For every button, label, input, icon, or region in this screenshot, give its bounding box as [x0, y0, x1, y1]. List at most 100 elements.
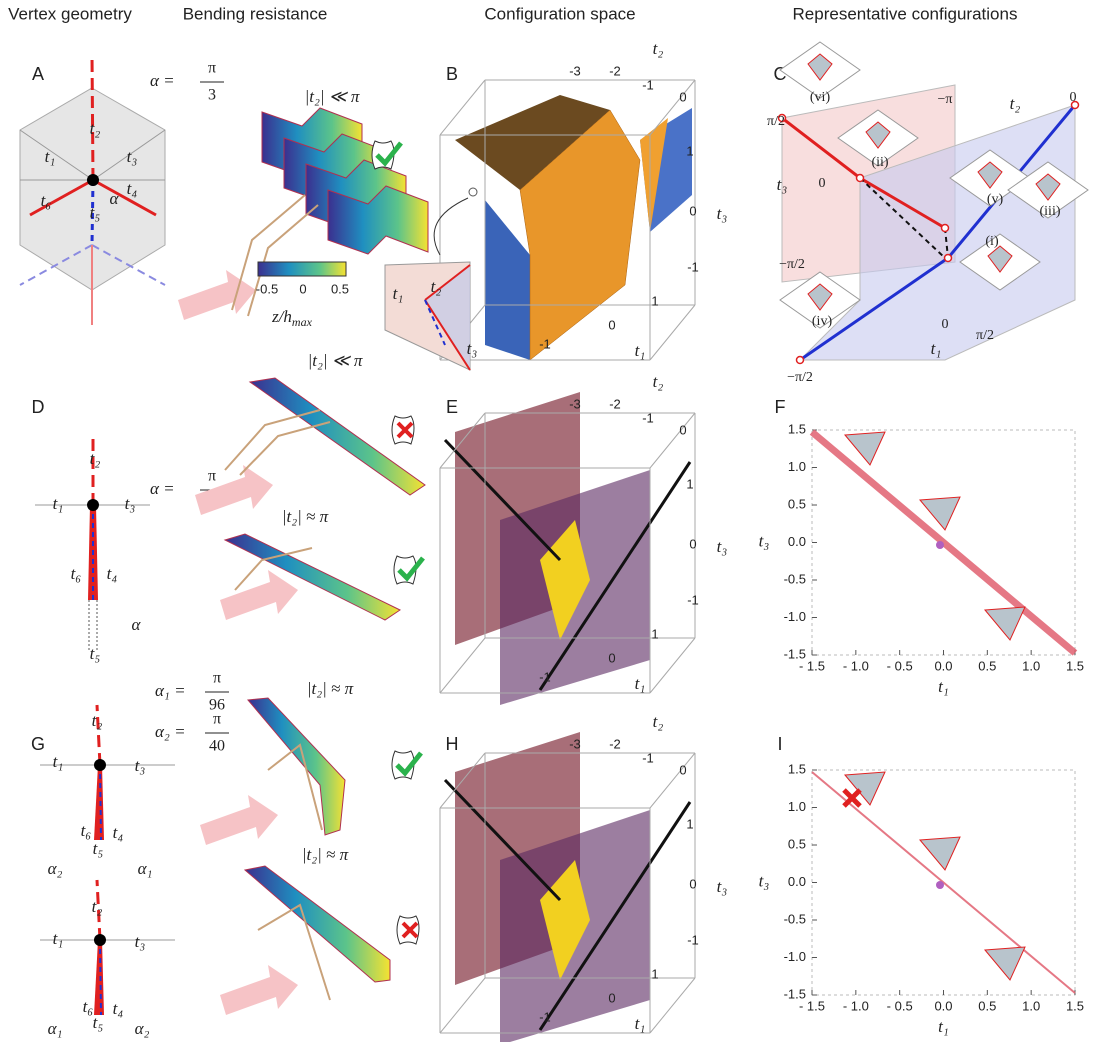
axis-label: π/2	[976, 328, 994, 343]
axis-label: t₃	[717, 877, 728, 896]
axis-label: 0	[942, 317, 949, 332]
y-tick-label: -0.5	[784, 911, 806, 926]
pink-arrow	[178, 270, 256, 320]
label: t₃	[135, 932, 146, 951]
x-tick-label: 0.5	[978, 998, 996, 1013]
config-icon	[985, 607, 1025, 640]
label: α₁	[48, 1019, 63, 1038]
axis-tick: -3	[569, 396, 581, 411]
config-label: (iv)	[812, 314, 833, 329]
y-tick-label: 0.0	[788, 534, 806, 549]
axis-tick: -2	[609, 63, 621, 78]
cube-edge	[650, 638, 695, 693]
axis-label: t₂	[653, 712, 664, 731]
pointer	[434, 198, 468, 255]
cube-edge	[440, 978, 485, 1033]
panel-letter: B	[446, 64, 458, 84]
x-tick-label: 1.0	[1022, 998, 1040, 1013]
pink-arrow	[220, 570, 298, 620]
panel-letter: G	[31, 734, 45, 754]
label: α₁	[138, 859, 153, 878]
label: t₆	[41, 191, 52, 210]
axis-tick: -3	[569, 63, 581, 78]
axis-tick: -2	[609, 396, 621, 411]
axis-tick: 0	[689, 876, 696, 891]
axis-tick: 0	[679, 89, 686, 104]
crease-valley	[100, 940, 101, 1015]
marker	[797, 357, 804, 364]
panel-letter: E	[446, 397, 458, 417]
cube-edge	[440, 80, 485, 135]
y-tick-label: -1.5	[784, 986, 806, 1001]
axis-label: t₃	[777, 175, 788, 194]
y-tick-label: 0.0	[788, 874, 806, 889]
vertex	[94, 934, 106, 946]
config-label: (v)	[987, 192, 1004, 207]
axis-tick: -1	[642, 750, 654, 765]
marker	[469, 188, 477, 196]
figure: Vertex geometryBending resistanceConfigu…	[0, 0, 1094, 1042]
x-tick-label: - 1.0	[843, 998, 869, 1013]
axis-label: t₁	[931, 339, 942, 358]
pink-arrow	[200, 795, 278, 845]
crease-mountain	[94, 940, 104, 1015]
axis-tick: 1	[686, 143, 693, 158]
column-header: Configuration space	[484, 4, 635, 23]
fraction-den: 3	[208, 87, 216, 104]
branch	[812, 432, 1075, 653]
axis-tick: -1	[539, 669, 551, 684]
colorbar-tick: 0	[299, 281, 306, 296]
label: t₁	[393, 284, 404, 303]
axis-label: π/2	[767, 114, 785, 129]
panel-letter: D	[32, 397, 45, 417]
axis-tick: 0	[689, 536, 696, 551]
label: t₂	[431, 277, 442, 296]
label: t₅	[93, 1013, 104, 1032]
y-tick-label: -1.0	[784, 609, 806, 624]
crease-valley	[100, 765, 101, 840]
axis-label: −π/2	[779, 257, 805, 272]
label: t₅	[90, 203, 101, 222]
axis-label: t₃	[717, 537, 728, 556]
axis-tick: -2	[609, 736, 621, 751]
panel-letter: H	[446, 734, 459, 754]
axis-label: t₂	[653, 39, 664, 58]
label: t₃	[135, 756, 146, 775]
marker	[857, 175, 864, 182]
crease-valley	[92, 55, 93, 180]
label: t₂	[90, 119, 101, 138]
axis-tick: 0	[608, 990, 615, 1005]
axis-tick: 1	[651, 966, 658, 981]
y-tick-label: 1.5	[788, 761, 806, 776]
label: α	[110, 189, 120, 208]
axis-tick: -3	[569, 736, 581, 751]
label: t₅	[93, 839, 104, 858]
fraction-num: π	[213, 670, 221, 687]
axis-label: 0	[819, 176, 826, 191]
label: t₃	[467, 339, 478, 358]
x-axis-label: t₁	[938, 677, 949, 696]
column-header: Representative configurations	[793, 4, 1018, 23]
axis-tick: 0	[679, 762, 686, 777]
x-tick-label: 1.5	[1066, 998, 1084, 1013]
x-tick-label: 0.5	[978, 658, 996, 673]
angle-name: α =	[150, 71, 175, 90]
axis-tick: -1	[687, 592, 699, 607]
label: t₁	[53, 494, 64, 513]
cube-edge	[440, 638, 485, 693]
axis-tick: 0	[608, 650, 615, 665]
axis-tick: 1	[651, 626, 658, 641]
axis-label: −π/2	[787, 370, 813, 385]
y-tick-label: 1.0	[788, 459, 806, 474]
crease-mountain	[94, 765, 104, 840]
cube-edge	[650, 978, 695, 1033]
y-tick-label: 0.5	[788, 836, 806, 851]
axis-label: t₂	[1010, 94, 1021, 113]
condition: |t₂| ≈ π	[302, 845, 349, 864]
panel-letter: A	[32, 64, 44, 84]
marker	[942, 225, 949, 232]
vertex	[87, 174, 99, 186]
axis-label: t₃	[717, 204, 728, 223]
marker	[936, 541, 944, 549]
angle-name: α₁ =	[155, 681, 186, 700]
